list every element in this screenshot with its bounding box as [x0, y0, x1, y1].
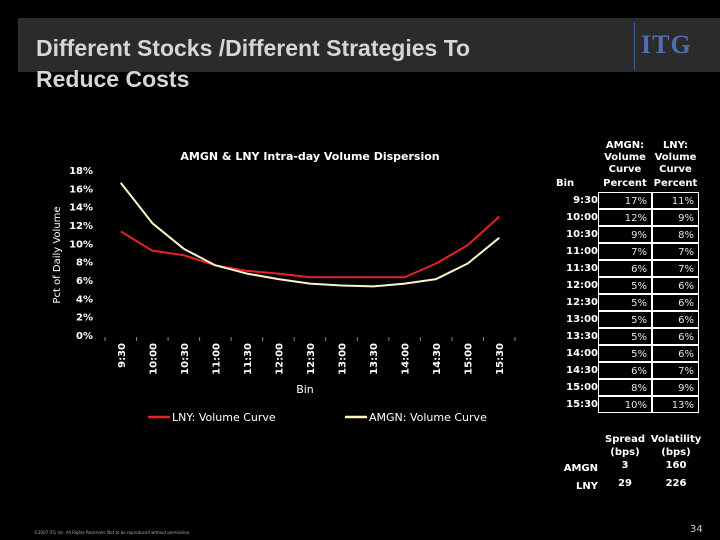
bin-cell: 15:00 [566, 382, 598, 393]
amgn-column-header: AMGN: Volume Curve [604, 140, 646, 175]
lny-percent-cell: 6% [652, 345, 699, 362]
bin-cell: 10:30 [566, 229, 598, 240]
amgn-percent-cell: 10% [598, 396, 652, 413]
spread-header: Spread (bps) [605, 434, 645, 458]
y-tick-label: 12% [69, 221, 93, 232]
amgn-percent-cell: 5% [598, 294, 652, 311]
y-tick-label: 18% [69, 166, 93, 177]
x-tick-label: 11:30 [243, 343, 254, 375]
y-axis-label: Pct of Daily Volume [52, 206, 63, 303]
amgn-percent-cell: 5% [598, 277, 652, 294]
lny-percent-cell: 7% [652, 362, 699, 379]
y-tick-label: 2% [76, 313, 93, 324]
lny-percent-header: Percent [653, 178, 698, 189]
lny-percent-cell: 13% [652, 396, 699, 413]
amgn-percent-header: Percent [603, 178, 647, 189]
y-tick-label: 10% [69, 239, 93, 250]
lny-percent-cell: 7% [652, 260, 699, 277]
page-number: 34 [690, 524, 703, 535]
series-line-amgn [119, 182, 500, 288]
x-tick-label: 15:00 [464, 343, 475, 375]
x-tick-label: 15:30 [495, 343, 506, 375]
amgn-percent-cell: 9% [598, 226, 652, 243]
series-line-lny [120, 216, 500, 279]
x-tick-label: 10:00 [148, 343, 159, 375]
x-tick-label: 12:30 [306, 343, 317, 375]
bin-cell: 14:30 [566, 365, 598, 376]
y-tick-label: 14% [69, 203, 93, 214]
x-tick-label: 9:30 [117, 343, 128, 368]
bin-cell: 14:00 [566, 348, 598, 359]
x-axis-label: Bin [296, 383, 314, 396]
amgn-percent-cell: 17% [598, 192, 652, 209]
amgn-percent-cell: 5% [598, 328, 652, 345]
volatility-cell: 160 [665, 460, 687, 471]
bin-cell: 15:30 [566, 399, 598, 410]
y-tick-label: 6% [76, 276, 93, 287]
x-tick-label: 14:00 [401, 343, 412, 375]
amgn-percent-cell: 12% [598, 209, 652, 226]
lny-percent-cell: 7% [652, 243, 699, 260]
x-tick-label: 10:30 [180, 343, 191, 375]
bin-cell: 11:30 [566, 263, 598, 274]
amgn-percent-cell: 7% [598, 243, 652, 260]
chart-legend: LNY: Volume Curve AMGN: Volume Curve [148, 411, 487, 424]
y-tick-label: 0% [76, 331, 93, 342]
lny-percent-cell: 6% [652, 311, 699, 328]
amgn-percent-cell: 5% [598, 345, 652, 362]
bin-cell: 12:00 [566, 280, 598, 291]
y-axis-ticks: 0% 2% 4% 6% 8% 10% 12% 14% 16% 18% [69, 166, 93, 342]
legend-label: LNY: Volume Curve [172, 411, 276, 424]
x-axis-ticks: 9:30 10:00 10:30 11:00 11:30 12:00 12:30 13:00 1… [104, 337, 516, 375]
ticker-cell: AMGN [563, 463, 598, 474]
lny-percent-cell: 6% [652, 328, 699, 345]
legend-label: AMGN: Volume Curve [369, 411, 487, 424]
bin-cell: 12:30 [566, 297, 598, 308]
logo-divider [634, 22, 635, 70]
lny-percent-cell: 6% [652, 294, 699, 311]
x-tick-label: 14:30 [432, 343, 443, 375]
lny-percent-cell: 9% [652, 379, 699, 396]
x-tick-label: 13:30 [369, 343, 380, 375]
slide-title: Different Stocks /Different Strategies T… [36, 33, 596, 95]
chart-title: AMGN & LNY Intra-day Volume Dispersion [180, 150, 439, 163]
itg-logo: ITG [641, 30, 692, 59]
spread-cell: 3 [621, 460, 629, 471]
bin-cell: 13:00 [566, 314, 598, 325]
amgn-percent-cell: 5% [598, 311, 652, 328]
slide-title-line-2: Reduce Costs [36, 66, 190, 92]
amgn-percent-cell: 8% [598, 379, 652, 396]
y-tick-label: 8% [76, 258, 93, 269]
copyright-footer: ©2007 ITG Inc. All Rights Reserved. Not … [34, 530, 191, 535]
y-tick-label: 4% [76, 294, 93, 305]
slide-title-line-1: Different Stocks /Different Strategies T… [36, 35, 471, 61]
x-tick-label: 11:00 [211, 343, 222, 375]
header-band [18, 18, 720, 72]
volatility-header: Volatility (bps) [650, 434, 702, 458]
bin-cell: 10:00 [566, 212, 598, 223]
lny-percent-cell: 8% [652, 226, 699, 243]
lny-column-header: LNY: Volume Curve [654, 140, 697, 175]
lny-percent-cell: 11% [652, 192, 699, 209]
bin-cell: 9:30 [573, 195, 598, 206]
amgn-percent-cell: 6% [598, 260, 652, 277]
amgn-percent-cell: 6% [598, 362, 652, 379]
lny-percent-cell: 6% [652, 277, 699, 294]
x-tick-label: 12:00 [274, 343, 285, 375]
bin-cell: 11:00 [566, 246, 598, 257]
bin-cell: 13:30 [566, 331, 598, 342]
x-tick-label: 13:00 [338, 343, 349, 375]
y-tick-label: 16% [69, 184, 93, 195]
volatility-cell: 226 [665, 478, 687, 489]
ticker-cell: LNY [576, 481, 598, 492]
bin-column-header: Bin [556, 178, 575, 189]
spread-cell: 29 [618, 478, 632, 489]
series-lines [119, 182, 500, 288]
lny-percent-cell: 9% [652, 209, 699, 226]
